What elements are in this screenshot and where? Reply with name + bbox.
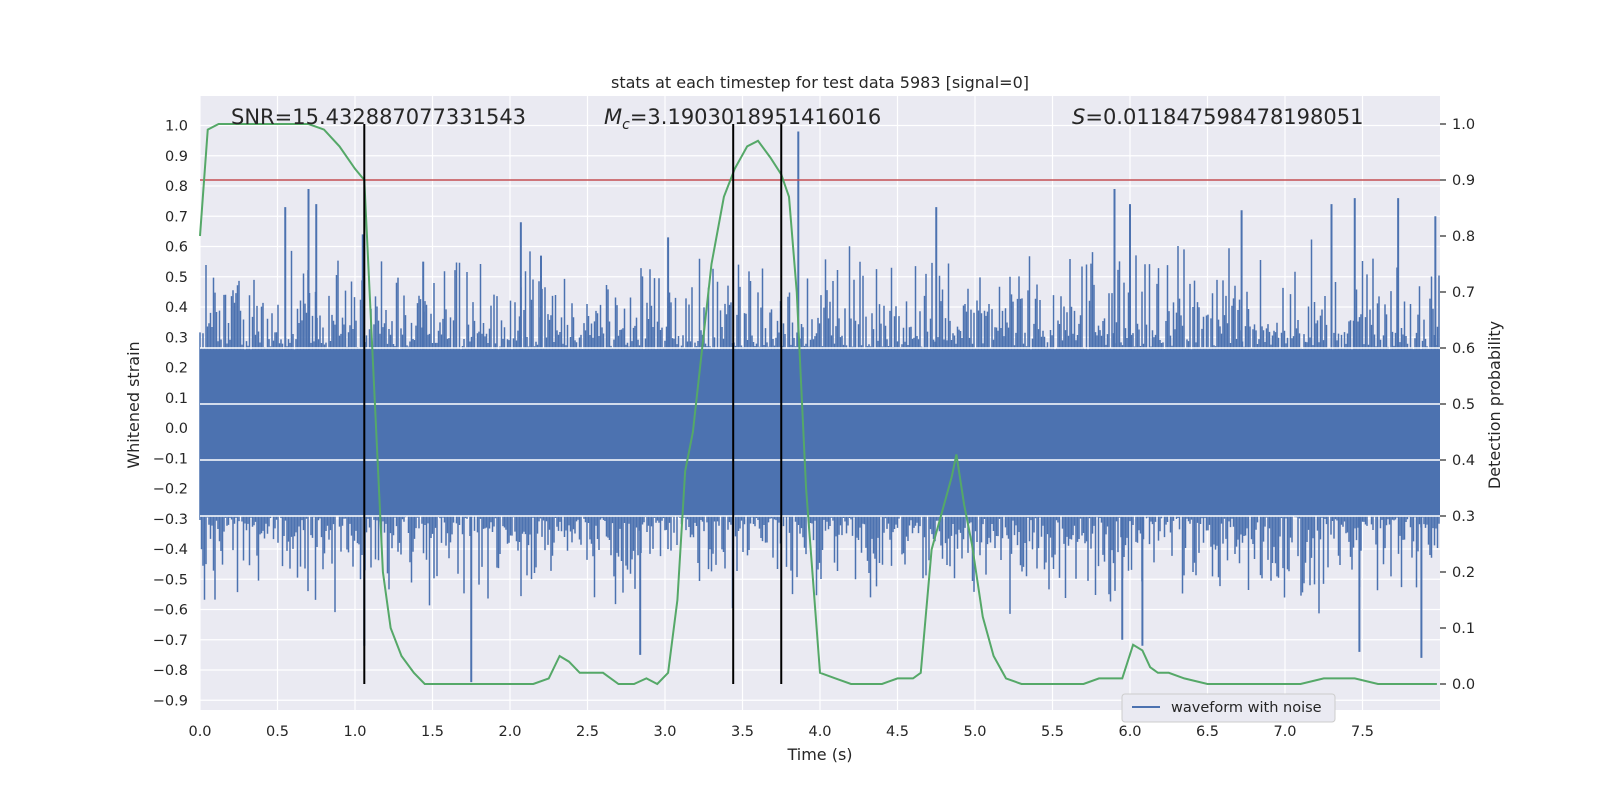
y-axis-left-label: Whitened strain xyxy=(124,341,143,468)
x-tick-label: 6.0 xyxy=(1118,724,1141,740)
x-tick-label: 3.5 xyxy=(731,724,754,740)
y-left-tick-label: 0.6 xyxy=(165,240,188,256)
y-axis-right-label: Detection probability xyxy=(1485,321,1504,489)
y-left-tick-label: 0.4 xyxy=(165,300,188,316)
y-left-tick-label: −0.6 xyxy=(153,603,188,619)
y-right-tick-label: 0.8 xyxy=(1452,229,1475,245)
chirp-mass-annotation: Mc=3.1903018951416016 xyxy=(604,105,881,133)
x-tick-label: 6.5 xyxy=(1196,724,1219,740)
y-axis-left-ticks: 1.0 0.9 0.8 0.7 0.6 0.5 0.4 0.3 0.2 0.1 0.0 −0.1 −0.… xyxy=(153,119,188,710)
x-tick-label: 4.5 xyxy=(886,724,909,740)
y-right-tick-label: 0.7 xyxy=(1452,285,1475,301)
y-left-tick-label: 0.7 xyxy=(165,209,188,225)
x-tick-label: 7.0 xyxy=(1273,724,1296,740)
waveform-layer xyxy=(199,131,1440,683)
y-right-tick-label: 0.9 xyxy=(1452,173,1475,189)
probability-line xyxy=(199,123,1437,686)
y-left-tick-label: 0.2 xyxy=(165,361,188,377)
y-right-tick-label: 0.5 xyxy=(1452,397,1475,413)
snr-annotation: SNR=15.432887077331543 xyxy=(231,105,526,129)
chirp-mass-subscript: c xyxy=(622,117,630,133)
chart-title: stats at each timestep for test data 598… xyxy=(611,73,1029,92)
chirp-mass-value: =3.1903018951416016 xyxy=(630,105,881,129)
y-left-tick-label: 0.1 xyxy=(165,391,188,407)
y-left-tick-label: −0.1 xyxy=(153,451,188,467)
y-left-tick-label: −0.2 xyxy=(153,482,188,498)
y-left-tick-label: −0.9 xyxy=(153,693,188,709)
vertical-markers xyxy=(363,124,783,684)
y-right-tick-label: 0.4 xyxy=(1452,453,1475,469)
y-left-tick-label: 0.5 xyxy=(165,270,188,286)
y-right-tick-label: 1.0 xyxy=(1452,117,1475,133)
y-axis-right-ticks: 1.0 0.9 0.8 0.7 0.6 0.5 0.4 0.3 0.2 0.1 0.0 xyxy=(1440,117,1475,693)
x-tick-label: 0.5 xyxy=(266,724,289,740)
y-left-tick-label: 0.9 xyxy=(165,149,188,165)
y-right-tick-label: 0.1 xyxy=(1452,621,1475,637)
y-left-tick-label: −0.5 xyxy=(153,572,188,588)
y-left-tick-label: 0.3 xyxy=(165,330,188,346)
right-axis-grid-lines xyxy=(200,347,1440,517)
x-tick-label: 2.0 xyxy=(498,724,521,740)
x-tick-label: 5.5 xyxy=(1041,724,1064,740)
legend-box xyxy=(1121,693,1336,723)
y-left-tick-label: −0.4 xyxy=(153,542,188,558)
x-tick-label: 2.5 xyxy=(576,724,599,740)
y-left-tick-label: −0.7 xyxy=(153,633,188,649)
y-right-tick-label: 0.2 xyxy=(1452,565,1475,581)
probability-layer xyxy=(199,123,1437,686)
y-left-tick-label: −0.3 xyxy=(153,512,188,528)
x-tick-label: 0.0 xyxy=(188,724,211,740)
x-axis-ticks: 0.0 0.5 1.0 1.5 2.0 2.5 3.0 3.5 4.0 4.5 5.0 5.5 6.0 6… xyxy=(188,724,1374,740)
y-right-tick-label: 0.6 xyxy=(1452,341,1475,357)
x-tick-label: 4.0 xyxy=(808,724,831,740)
x-tick-label: 1.0 xyxy=(343,724,366,740)
legend-label: waveform with noise xyxy=(1171,700,1322,716)
y-left-tick-label: 1.0 xyxy=(165,119,188,135)
y-right-tick-label: 0.3 xyxy=(1452,509,1475,525)
y-right-tick-label: 0.0 xyxy=(1452,677,1475,693)
legend: waveform with noise xyxy=(1121,693,1336,723)
s-value: =0.011847598478198051 xyxy=(1085,105,1363,129)
y-left-tick-label: 0.0 xyxy=(165,421,188,437)
x-tick-label: 5.0 xyxy=(963,724,986,740)
s-annotation: S=0.011847598478198051 xyxy=(1072,105,1363,129)
x-tick-label: 3.0 xyxy=(653,724,676,740)
x-axis-label: Time (s) xyxy=(786,745,852,764)
chirp-mass-symbol: M xyxy=(604,105,622,129)
x-tick-label: 7.5 xyxy=(1351,724,1374,740)
s-symbol: S xyxy=(1072,105,1085,129)
x-tick-label: 1.5 xyxy=(421,724,444,740)
y-left-tick-label: −0.8 xyxy=(153,663,188,679)
y-left-tick-label: 0.8 xyxy=(165,179,188,195)
